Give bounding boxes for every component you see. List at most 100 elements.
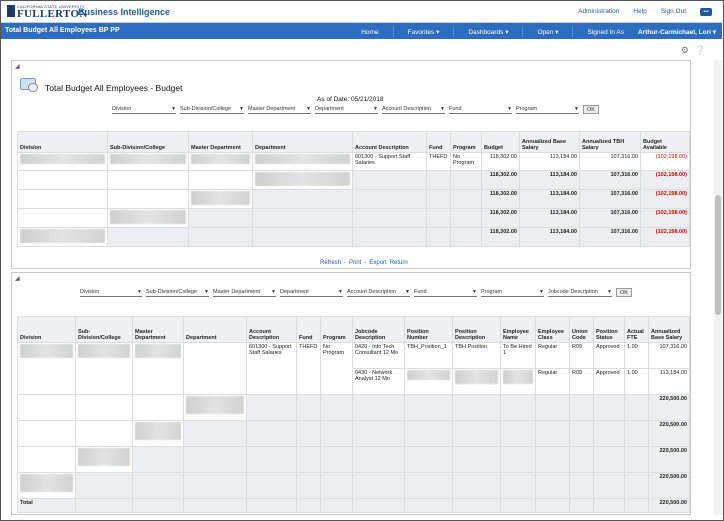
prompt-jobcode[interactable]: Jobcode Description [548,289,612,297]
nav-favorites[interactable]: Favorites ▾ [407,29,440,36]
jobcode-cell: 0430 - Network Analyst 12 Mo [352,368,405,395]
col-master-department[interactable]: Master Department [188,131,253,153]
subtotal-tbh: 107,316.00 [579,227,641,247]
fund-cell: THEFD [296,342,321,395]
brand-bar: CALIFORNIA STATE UNIVERSITY FULLERTON Bu… [1,1,722,23]
subtotal-row: 220,500.00 [17,420,690,447]
col-subdivision[interactable]: Sub-Division/College [107,131,189,153]
nav-menu: Home Favorites ▾ Dashboards ▾ Open ▾ Sig… [361,27,716,37]
col-department[interactable]: Department [252,131,353,153]
col-position-number[interactable]: Position Number [404,316,453,343]
scrollbar-thumb[interactable] [715,195,721,315]
col-base-salary[interactable]: Annualized Base Salary [519,131,580,153]
fte-cell: 1.00 [624,368,649,395]
prompt-program[interactable]: Program [516,106,579,114]
prompt-division[interactable]: Division [112,106,176,114]
salary-cell: 113,184.00 [648,368,690,395]
administration-link[interactable]: Administration [578,8,620,15]
user-menu[interactable]: Arthur-Carmichael, Lori ▾ [637,29,716,36]
prompt-master-department[interactable]: Master Department [248,106,311,114]
subdivision-cell [107,152,189,171]
col-department[interactable]: Department [183,316,247,343]
col-actual-fte[interactable]: Actual FTE [624,316,649,343]
department-cell [252,152,353,171]
employee-class-cell: Regular [535,342,570,369]
col-subdivision[interactable]: Sub-Division/College [75,316,133,343]
col-program[interactable]: Program [320,316,353,343]
total-label: Total [17,498,76,513]
ok-button[interactable]: OK [583,105,599,114]
col-annualized-salary[interactable]: Annualized Base Salary [648,316,690,343]
prompt-subdivision[interactable]: Sub-Division/College [146,289,209,297]
col-position-description[interactable]: Position Description [452,316,501,343]
print-link[interactable]: Print [349,260,362,266]
subtotal-tbh: 107,316.00 [579,208,641,228]
program-cell: No Program [320,342,353,395]
nav-divider [453,27,455,37]
signed-in-label: Signed In As [587,28,624,36]
budget-table: Division Sub-Division/College Master Dep… [17,131,690,247]
col-position-status[interactable]: Position Status [593,316,625,343]
prompt-account-description[interactable]: Account Description [382,106,445,114]
col-jobcode[interactable]: Jobcode Description [352,316,405,343]
prompt-department[interactable]: Department [280,289,343,297]
refresh-link[interactable]: Refresh [320,260,342,266]
subtotal-base: 113,184.00 [519,170,580,190]
prompt-account-description[interactable]: Account Description [347,289,410,297]
prompt-department[interactable]: Department [315,106,378,114]
col-program[interactable]: Program [450,131,482,153]
subtotal-base: 113,184.00 [519,208,580,228]
col-master-department[interactable]: Master Department [132,316,184,343]
prompt-program[interactable]: Program [481,289,544,297]
col-division[interactable]: Division [17,316,76,343]
nav-divider [572,27,574,37]
prompt-master-department[interactable]: Master Department [213,289,276,297]
union-code-cell: R09 [569,342,594,369]
nav-dashboards[interactable]: Dashboards ▾ [468,29,509,36]
prompt-subdivision[interactable]: Sub-Division/College [180,106,244,114]
col-union-code[interactable]: Union Code [569,316,594,343]
gear-icon[interactable]: ⚙ [680,45,689,55]
col-employee-class[interactable]: Employee Class [535,316,570,343]
jobcode-cell: 0420 - Info Tech Consultant 12 Mo [352,342,405,369]
subtotal-available: (102,198.00) [640,227,690,247]
nav-open[interactable]: Open ▾ [537,29,559,36]
col-division[interactable]: Division [17,131,108,153]
col-budget-available[interactable]: Budget Available [640,131,690,153]
collapse-toggle-icon[interactable]: ◢ [15,64,20,70]
nav-home[interactable]: Home [361,28,379,36]
col-account-description[interactable]: Account Description [352,131,427,153]
export-link[interactable]: Export [369,260,387,266]
more-icon[interactable]: ••• [700,8,712,16]
subtotal-available: (102,198.00) [640,189,690,209]
subtotal-salary: 220,500.00 [648,394,690,421]
position-status-cell: Approved [593,342,625,369]
prompt-fund[interactable]: Fund [449,106,512,114]
union-code-cell: R09 [569,368,594,395]
nav-bar: Total Budget All Employees BP PP Home Fa… [1,23,722,39]
table-row: 0430 - Network Analyst 12 Mo Regular R09… [18,368,690,395]
col-employee-name[interactable]: Employee Name [500,316,536,343]
prompt-fund[interactable]: Fund [414,289,477,297]
col-fund[interactable]: Fund [426,131,451,153]
subtotal-row: 118,302.00 113,184.00 107,316.00 (102,19… [17,227,690,247]
sign-out-link[interactable]: Sign Out [660,8,686,15]
ok-button[interactable]: OK [616,288,632,297]
division-cell [17,152,108,171]
col-account-description[interactable]: Account Description [246,316,297,343]
subtotal-available: (102,198.00) [640,170,690,190]
col-tbh-salary[interactable]: Annualized TBH Salary [579,131,641,153]
university-logo[interactable]: CALIFORNIA STATE UNIVERSITY FULLERTON [7,4,87,21]
subtotal-row: 118,302.00 113,184.00 107,316.00 (102,19… [17,170,690,190]
nav-divider [392,27,394,37]
collapse-toggle-icon[interactable]: ◢ [15,276,20,282]
help-icon[interactable]: ❔ [694,45,706,55]
return-link[interactable]: Return [389,260,408,266]
help-link[interactable]: Help [633,8,647,15]
col-budget[interactable]: Budget [481,131,520,153]
page-scrollbar[interactable] [714,60,722,515]
program-cell: No Program [450,152,482,171]
tbh-salary-cell: 107,316.00 [579,152,641,171]
prompt-division[interactable]: Division [80,289,142,297]
col-fund[interactable]: Fund [296,316,321,343]
